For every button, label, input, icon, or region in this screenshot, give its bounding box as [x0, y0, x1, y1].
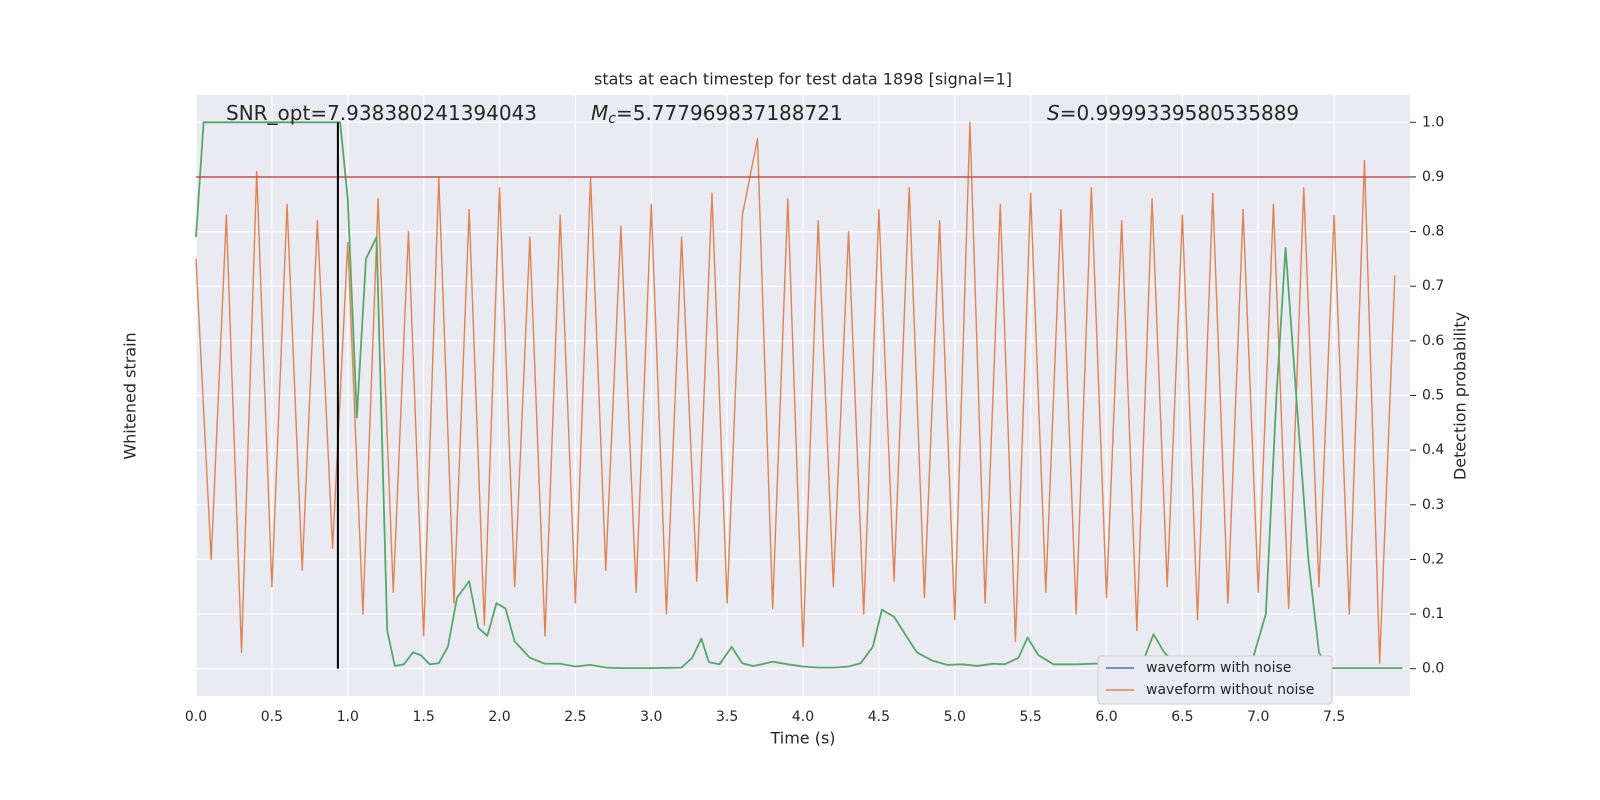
annotation: SNR_opt=7.938380241394043 [226, 101, 537, 125]
y2-tick-label: 1.0 [1422, 114, 1444, 130]
x-tick-label: 7.5 [1323, 709, 1345, 725]
legend: waveform with noise waveform without nois… [1097, 655, 1333, 705]
series-line [195, 121, 1396, 664]
annotation: S=0.9999339580535889 [1047, 101, 1299, 125]
annotation-subscript: c [608, 111, 616, 127]
y2-tick-label: 0.5 [1422, 388, 1444, 404]
x-tick-label: 3.5 [716, 709, 738, 725]
x-tick-label: 1.0 [337, 709, 359, 725]
x-tick-label: 1.5 [412, 709, 434, 725]
x-tick-label: 0.5 [261, 709, 283, 725]
y2-tick-label: 0.0 [1422, 661, 1444, 677]
x-axis-label: Time (s) [769, 729, 835, 748]
legend-label: waveform with noise [1146, 660, 1291, 676]
y2-tick-label: 0.1 [1422, 606, 1444, 622]
x-tick-label: 5.5 [1019, 709, 1041, 725]
y2-tick-label: 0.3 [1422, 497, 1444, 513]
annotation-text: SNR_opt=7.938380241394043 [226, 101, 537, 125]
x-tick-label: 2.0 [488, 709, 510, 725]
x-tick-label: 6.0 [1095, 709, 1117, 725]
series-line [195, 121, 1403, 670]
annotations: SNR_opt=7.938380241394043 Mc=5.7779698371… [226, 101, 1299, 128]
x-tick-label: 4.5 [868, 709, 890, 725]
annotation-symbol: S [1047, 101, 1060, 125]
y2-tick-label: 0.8 [1422, 224, 1444, 240]
annotation-text: =5.777969837188721 [616, 101, 843, 125]
x-tick-label: 6.5 [1171, 709, 1193, 725]
x-tick-label: 2.5 [564, 709, 586, 725]
x-tick-label: 5.0 [944, 709, 966, 725]
x-tick-label: 0.0 [185, 709, 207, 725]
legend-box [1097, 655, 1333, 705]
y2-tick-label: 0.4 [1422, 442, 1444, 458]
annotation-symbol: M [591, 101, 608, 125]
x-tick-label: 3.0 [640, 709, 662, 725]
marks [195, 121, 1410, 670]
annotation-text: =0.9999339580535889 [1060, 101, 1299, 125]
y2-tick-label: 0.2 [1422, 551, 1444, 567]
y2-tick-label: 0.7 [1422, 278, 1444, 294]
x-tick-label: 4.0 [792, 709, 814, 725]
x-tick-label: 7.0 [1247, 709, 1269, 725]
y2-tick-label: 0.9 [1422, 169, 1444, 185]
legend-label: waveform without noise [1146, 682, 1314, 698]
chart-title: stats at each timestep for test data 189… [594, 70, 1012, 89]
y2-axis-label: Detection probability [1451, 312, 1470, 480]
y2-tick-label: 0.6 [1422, 333, 1444, 349]
annotation: Mc=5.777969837188721 [591, 101, 843, 128]
y-axis-label: Whitened strain [121, 332, 140, 459]
